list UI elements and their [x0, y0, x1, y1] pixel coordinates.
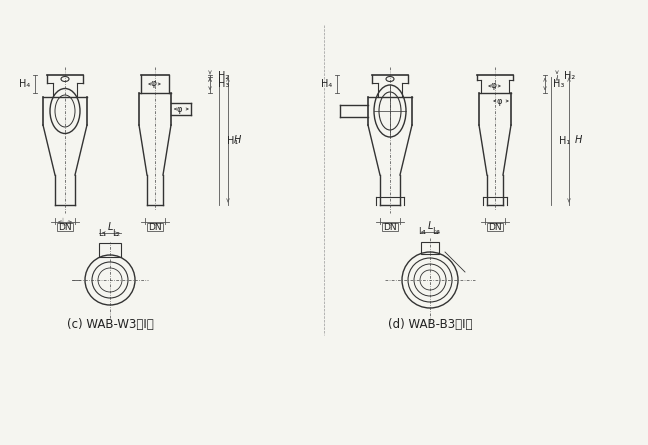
Text: L₂: L₂: [432, 227, 440, 236]
Text: φ: φ: [490, 81, 496, 90]
Text: L: L: [427, 221, 433, 231]
Text: H₂: H₂: [564, 71, 575, 81]
FancyBboxPatch shape: [147, 223, 163, 231]
FancyBboxPatch shape: [57, 223, 73, 231]
Text: H: H: [575, 135, 583, 145]
Text: φ: φ: [496, 97, 502, 105]
FancyBboxPatch shape: [487, 223, 503, 231]
Text: L₂: L₂: [112, 228, 120, 238]
Text: L: L: [108, 222, 113, 232]
Bar: [421, 242, 439, 254]
Text: DN: DN: [58, 222, 72, 231]
Text: H₁: H₁: [227, 136, 238, 146]
Text: DN: DN: [488, 222, 502, 231]
Text: L₁: L₁: [418, 227, 426, 236]
Text: DN: DN: [148, 222, 162, 231]
FancyBboxPatch shape: [382, 223, 398, 231]
Text: H₄: H₄: [321, 79, 332, 89]
Text: DN: DN: [383, 222, 397, 231]
Text: φ: φ: [150, 80, 156, 89]
Text: (d) WAB-B3（Ⅰ）: (d) WAB-B3（Ⅰ）: [388, 319, 472, 332]
Text: H₄: H₄: [19, 79, 30, 89]
Bar: [99, 243, 121, 257]
Text: H₃: H₃: [218, 79, 229, 89]
Text: (c) WAB-W3（Ⅰ）: (c) WAB-W3（Ⅰ）: [67, 319, 154, 332]
Text: H₁: H₁: [559, 136, 570, 146]
Text: H₂: H₂: [218, 71, 229, 81]
Text: L₁: L₁: [98, 228, 106, 238]
Text: φ: φ: [176, 105, 181, 113]
Text: H: H: [234, 135, 241, 145]
Text: H₃: H₃: [553, 79, 564, 89]
